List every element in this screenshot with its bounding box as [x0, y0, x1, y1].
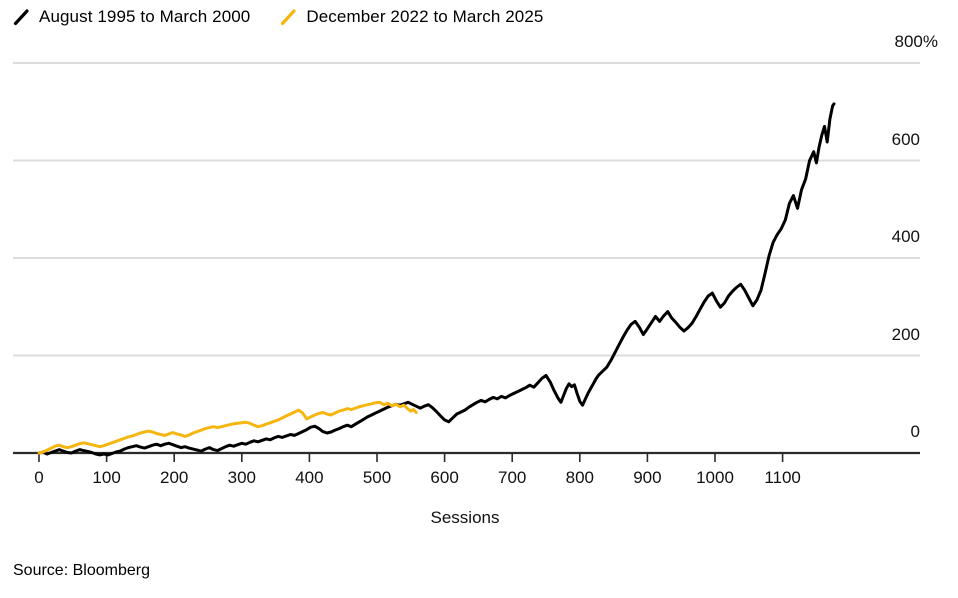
legend-slash-icon — [13, 8, 29, 25]
x-axis-label-500: 500 — [362, 468, 392, 487]
x-axis-label-400: 400 — [295, 468, 324, 487]
legend-item-0: August 1995 to March 2000 — [13, 7, 250, 27]
x-axis-label-1100: 1100 — [764, 468, 801, 487]
legend-label: December 2022 to March 2025 — [306, 7, 544, 26]
legend-slash-stroke — [281, 8, 296, 25]
y-axis-label-600: 600 — [891, 129, 920, 149]
x-axis-label-200: 200 — [160, 468, 189, 487]
y-axis-label-800: 800% — [894, 32, 938, 51]
x-axis-label-100: 100 — [92, 468, 121, 487]
series-line-black — [37, 102, 836, 457]
legend-label: August 1995 to March 2000 — [39, 7, 251, 26]
legend-slash-icon — [281, 8, 296, 25]
y-axis-label-200: 200 — [891, 324, 920, 344]
x-axis-label-600: 600 — [430, 468, 459, 487]
x-axis-label-1000: 1000 — [696, 468, 734, 487]
x-axis-label-300: 300 — [227, 468, 256, 487]
x-axis-label-700: 700 — [498, 468, 527, 487]
y-axis-label-400: 400 — [891, 227, 920, 246]
source-note: Source: Bloomberg — [13, 562, 150, 579]
legend-item-1: December 2022 to March 2025 — [280, 7, 543, 27]
x-axis-label-800: 800 — [565, 468, 594, 487]
legend-slash-stroke — [13, 8, 29, 25]
series-line-yellow — [37, 400, 418, 455]
chart-legend: August 1995 to March 2000 December 2022 t… — [13, 7, 543, 27]
x-axis-label-0: 0 — [34, 468, 44, 487]
y-axis-label-0: 0 — [910, 422, 920, 441]
x-axis-title: Sessions — [430, 508, 500, 527]
x-axis-label-900: 900 — [633, 468, 662, 487]
